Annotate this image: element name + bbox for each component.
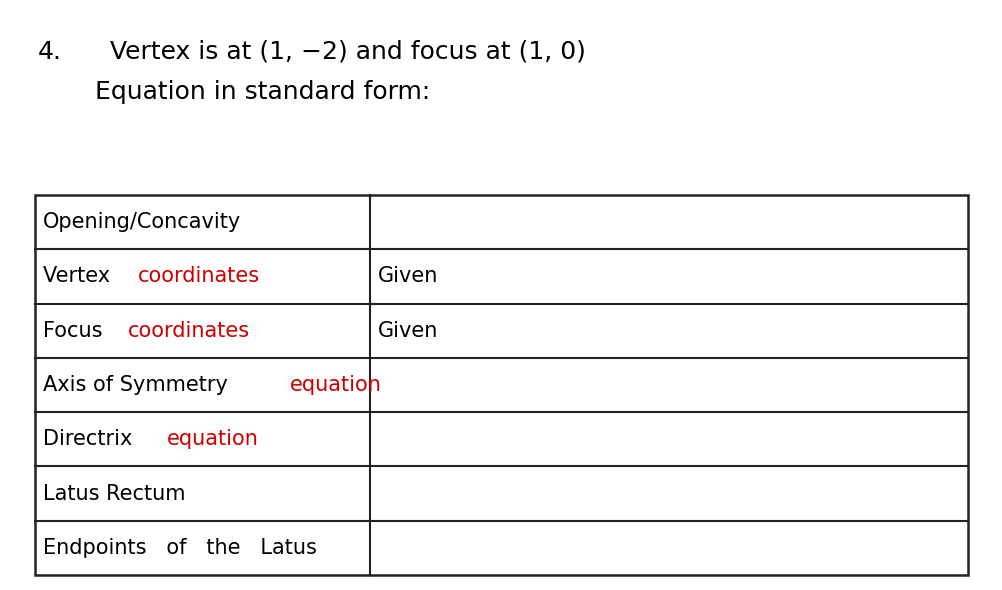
Text: Opening/Concavity: Opening/Concavity [43, 212, 241, 232]
Text: coordinates: coordinates [128, 321, 250, 340]
Text: coordinates: coordinates [138, 267, 261, 286]
Text: 4.: 4. [38, 40, 62, 64]
Text: equation: equation [166, 430, 259, 450]
Text: Latus Rectum: Latus Rectum [43, 484, 185, 504]
Text: Focus: Focus [43, 321, 109, 340]
Text: equation: equation [290, 375, 382, 395]
Text: Directrix: Directrix [43, 430, 139, 450]
Text: Given: Given [378, 321, 438, 340]
Text: Vertex: Vertex [43, 267, 116, 286]
Text: Equation in standard form:: Equation in standard form: [95, 80, 430, 104]
Text: Vertex is at (1, −2) and focus at (1, 0): Vertex is at (1, −2) and focus at (1, 0) [110, 40, 585, 64]
Text: Axis of Symmetry: Axis of Symmetry [43, 375, 234, 395]
Text: Endpoints   of   the   Latus: Endpoints of the Latus [43, 538, 317, 558]
Bar [35, 195, 967, 575]
Text: Given: Given [378, 267, 438, 286]
